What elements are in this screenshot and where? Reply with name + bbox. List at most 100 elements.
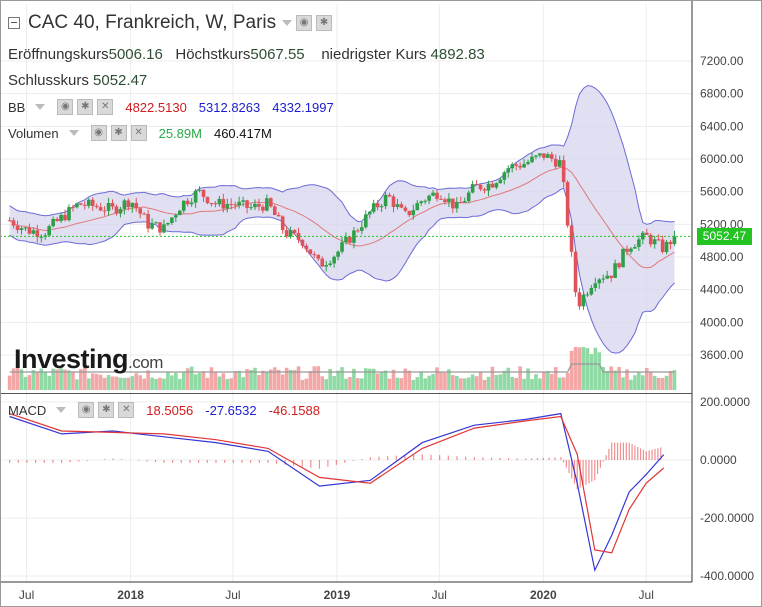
volume-bar [170,375,174,390]
candle-body [320,258,325,267]
gear-icon[interactable]: ✱ [316,15,333,31]
volume-bar [11,368,16,390]
close-icon[interactable]: ✕ [97,99,114,115]
candle-body [637,239,641,248]
volume-bar [31,370,36,390]
volume-bar [498,374,503,390]
volume-bar [233,371,237,390]
candle-body [605,275,609,279]
volume-bar [174,372,178,390]
volume-bar [284,367,289,390]
volume-bar [510,376,515,390]
bb-upper-value: 5312.8263 [198,99,261,115]
volume-bar [292,370,297,390]
candle-body [126,200,131,208]
volume-bar [367,368,372,390]
candle-body [15,225,20,230]
candle-body [557,160,562,167]
candle-body [672,236,677,245]
eye-icon[interactable]: ◉ [78,402,95,418]
volume-bar [648,372,653,390]
volume-bar [522,378,526,390]
candle-body [668,241,673,245]
ohlc-values: Eröffnungskurs5006.16 Höchstkurs5067.55 … [8,46,485,63]
eye-icon[interactable]: ◉ [296,15,313,31]
candle-body [387,194,392,197]
volume-bar [237,370,241,390]
candle-body [106,203,111,211]
candle-body [284,230,289,237]
candle-body [514,164,518,166]
candle-body [59,214,63,222]
gear-icon[interactable]: ✱ [77,99,94,115]
candle-body [181,200,186,211]
candle-body [174,215,178,218]
candle-body [249,207,253,209]
volume-bar [617,366,621,390]
candle-body [63,214,67,221]
volume-bar [19,369,24,390]
candle-body [118,209,123,214]
volume-bar [221,373,226,390]
volume-bar [391,369,396,390]
candle-body [648,234,653,245]
volume-bar [360,378,364,390]
open-value: 5006.16 [108,46,163,63]
volume-bar [146,370,150,390]
volume-bar [363,368,368,390]
volume-bar [482,379,487,390]
candle-body [565,182,570,226]
volume-bar [589,354,594,390]
volume-bar [439,372,443,390]
volume-bar [538,378,542,390]
eye-icon[interactable]: ◉ [90,125,107,141]
open-label: Eröffnungskurs [8,46,109,63]
macd-label[interactable]: MACD [8,402,47,418]
volume-bar [597,352,602,390]
bb-label[interactable]: BB [8,99,26,115]
close-icon[interactable]: ✕ [130,125,147,141]
close-icon[interactable]: ✕ [118,402,135,418]
volume-bar [621,377,625,390]
candle-body [292,230,297,233]
volume-bar [181,371,186,390]
candle-body [233,204,237,206]
volume-value-1: 25.89M [158,125,202,141]
candle-body [110,203,115,207]
eye-icon[interactable]: ◉ [57,99,74,115]
volume-bar [506,367,511,390]
chevron-down-icon[interactable] [35,104,46,110]
bb-fill [9,85,675,353]
chevron-down-icon[interactable] [56,407,67,413]
close-values: Schlusskurs 5052.47 [8,72,147,89]
candle-body [455,201,459,209]
candle-body [177,210,182,216]
collapse-icon[interactable] [8,17,20,29]
gear-icon[interactable]: ✱ [110,125,127,141]
chevron-down-icon[interactable] [282,20,293,26]
candle-body [324,264,329,267]
candle-body [435,192,439,199]
volume-bar [407,370,412,390]
candle-body [328,263,332,265]
candle-body [280,216,285,231]
volume-label[interactable]: Volumen [8,125,59,141]
x-tick-label: Jul [639,588,654,602]
volume-bar [526,368,530,390]
volume-bar [534,374,538,390]
volume-bar [71,371,75,390]
candle-body [209,203,214,205]
candle-body [423,200,427,202]
candle-body [11,220,16,226]
candle-body [31,230,36,234]
candle-body [245,200,249,208]
chevron-down-icon[interactable] [68,130,79,136]
low-value: 4892.83 [430,46,485,63]
volume-bar [265,371,269,390]
gear-icon[interactable]: ✱ [98,402,115,418]
candle-body [265,198,269,211]
volume-bar [185,368,190,390]
candle-body [641,232,645,240]
volume-bar [201,371,206,390]
